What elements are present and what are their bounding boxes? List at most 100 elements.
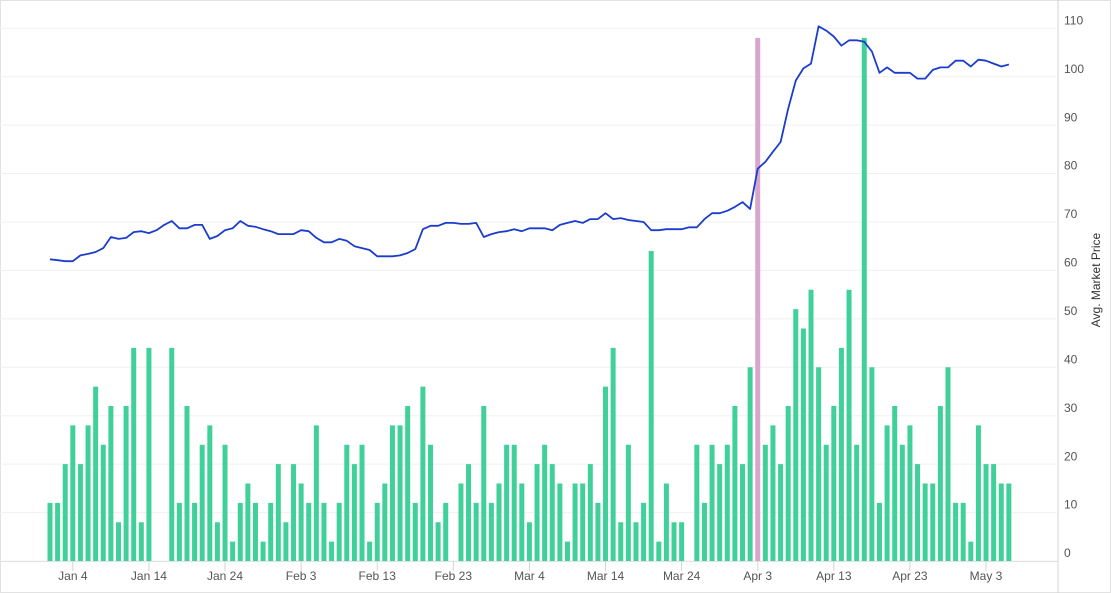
bar [511,444,517,561]
bar [389,425,395,561]
bar [306,502,312,561]
bar [648,251,654,561]
bar [732,406,738,561]
bar [724,444,730,561]
x-tick-label: Feb 23 [435,569,473,583]
bar [351,464,357,561]
bar [435,522,441,561]
bar [420,386,426,561]
bar [397,425,403,561]
bar [960,502,966,561]
bar [717,464,723,561]
bar [762,444,768,561]
bar [854,444,860,561]
x-tick-label: Jan 14 [131,569,167,583]
bar [656,541,662,561]
bar [55,502,61,561]
bar [47,502,53,561]
bar [816,367,822,561]
price-line [49,25,1010,263]
bar [610,347,616,561]
bar [1006,483,1012,561]
bar [983,464,989,561]
bar [778,464,784,561]
bar [412,502,418,561]
bar [557,483,563,561]
bar [991,464,997,561]
bar [899,444,905,561]
bar [100,444,106,561]
bar [679,522,685,561]
bar [359,444,365,561]
bar [930,483,936,561]
bar [580,483,586,561]
bar [526,522,532,561]
bar [504,444,510,561]
x-tick-label: Jan 4 [58,569,88,583]
bar [184,406,190,561]
bar [907,425,913,561]
bar [169,347,175,561]
bar [108,406,114,561]
bar [275,464,281,561]
y-tick-label: 80 [1064,159,1078,173]
bar [176,502,182,561]
bar [93,386,99,561]
y-tick-label: 100 [1064,62,1084,76]
bar [633,522,639,561]
y-tick-label: 50 [1064,304,1078,318]
y-tick-label: 70 [1064,207,1078,221]
bar [245,483,251,561]
y-tick-label: 40 [1064,352,1078,366]
bar [770,425,776,561]
bar [808,289,814,561]
bar [755,37,761,561]
bar [77,464,83,561]
bar [542,444,548,561]
y-axis-title: Avg. Market Price [1089,232,1103,327]
bar [283,522,289,561]
bar [222,444,228,561]
bar [892,406,898,561]
bar [945,367,951,561]
bar [968,541,974,561]
bar [115,522,121,561]
bar [694,444,700,561]
bar [199,444,205,561]
bar [793,309,799,561]
bar [838,347,844,561]
bar [618,522,624,561]
bar [367,541,373,561]
bar [846,289,852,561]
bar [214,522,220,561]
bar [564,541,570,561]
y-tick-label: 110 [1064,13,1083,27]
bar [237,502,243,561]
bar [230,541,236,561]
bar [953,502,959,561]
bar [785,406,791,561]
bar [321,502,327,561]
bar [572,483,578,561]
bar [428,444,433,561]
bar [336,502,342,561]
bar [298,483,304,561]
bar [374,502,380,561]
bar [268,502,274,561]
x-tick-label: Feb 13 [359,569,397,583]
bar [998,483,1004,561]
bar [915,464,921,561]
y-tick-label: 10 [1064,498,1078,512]
bar [587,464,593,561]
x-tick-label: Apr 23 [892,569,928,583]
bar [709,444,715,561]
bar [740,464,746,561]
bar [443,502,449,561]
bar [313,425,319,561]
bar [405,406,411,561]
x-tick-label: Mar 24 [663,569,701,583]
bar [603,386,609,561]
